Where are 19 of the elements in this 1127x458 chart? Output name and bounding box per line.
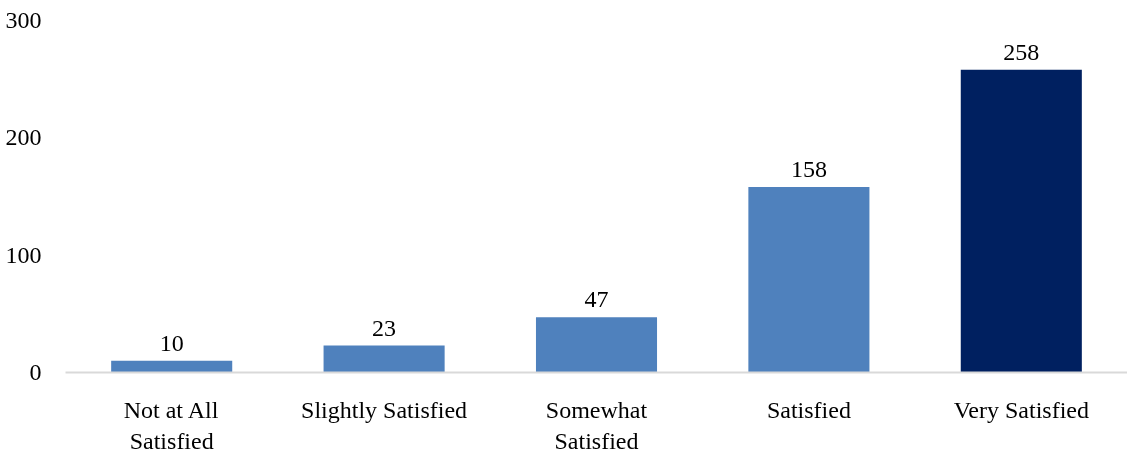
x-tick-label: Somewhat Satisfied bbox=[545, 396, 648, 454]
bar bbox=[960, 69, 1082, 373]
bar bbox=[535, 317, 658, 373]
y-tick-label: 300 bbox=[5, 7, 42, 33]
bar bbox=[748, 187, 870, 373]
x-tick-label: Satisfied bbox=[766, 396, 851, 423]
x-tick-label: Slightly Satisfied bbox=[301, 396, 468, 423]
bar bbox=[323, 345, 445, 373]
data-label: 258 bbox=[1003, 38, 1040, 65]
data-label: 158 bbox=[790, 156, 827, 183]
data-label: 23 bbox=[372, 314, 397, 341]
y-tick-label: 0 bbox=[29, 359, 42, 385]
bar bbox=[111, 360, 233, 373]
x-tick-label: Not at All Satisfied bbox=[123, 396, 219, 454]
y-tick-label: 100 bbox=[5, 241, 42, 268]
y-tick-label: 200 bbox=[5, 124, 42, 151]
data-label: 47 bbox=[584, 286, 609, 313]
x-tick-label: Very Satisfied bbox=[953, 396, 1089, 423]
data-label: 10 bbox=[159, 329, 184, 356]
